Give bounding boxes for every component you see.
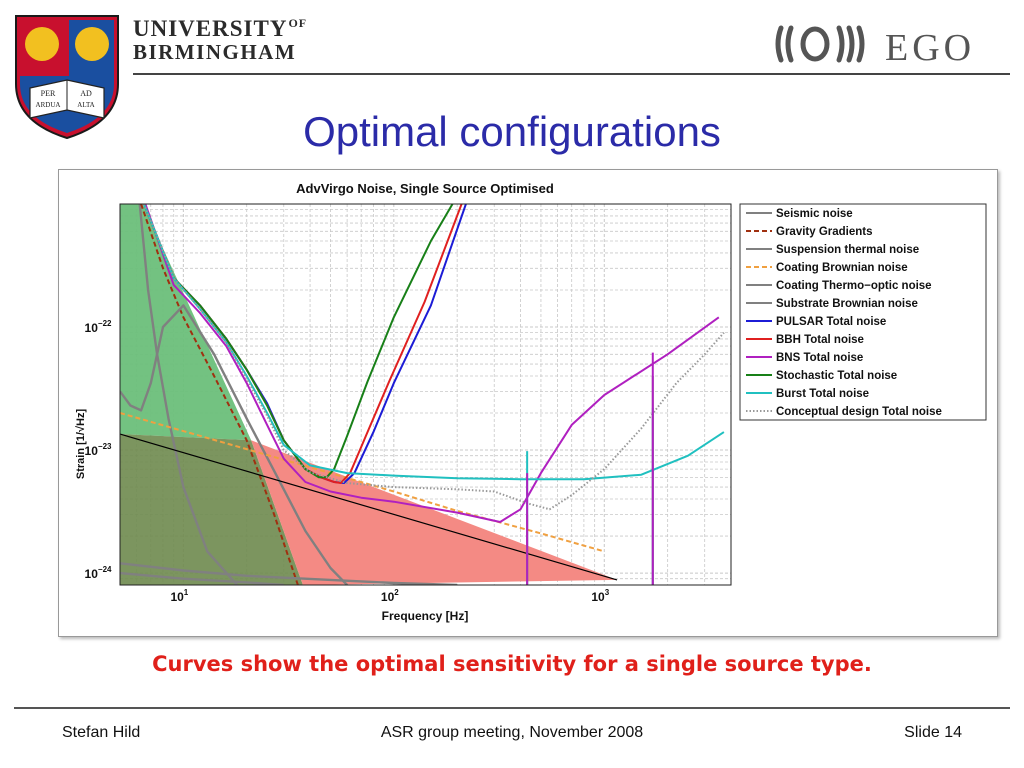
crest-motto-alta: ALTA bbox=[77, 101, 94, 109]
legend-label-11: Conceptual design Total noise bbox=[776, 406, 942, 418]
chart-legend: Seismic noise Gravity Gradients Suspension… bbox=[739, 203, 987, 421]
chart-title: AdvVirgo Noise, Single Source Optimised bbox=[296, 181, 554, 196]
crest-motto-per: PER bbox=[41, 89, 56, 98]
plot-frame bbox=[119, 203, 732, 586]
y-tick-label: 10−22 bbox=[85, 319, 112, 335]
legend-label-7: BBH Total noise bbox=[776, 334, 864, 346]
university-name: UNIVERSITY OF BIRMINGHAM bbox=[133, 17, 307, 63]
legend-label-9: Stochastic Total noise bbox=[776, 370, 897, 382]
crest-motto-ardua: ARDUA bbox=[36, 101, 61, 109]
header-divider bbox=[133, 73, 1010, 75]
legend-label-4: Coating Thermo−optic noise bbox=[776, 280, 932, 292]
legend-box bbox=[739, 203, 987, 421]
series-line-10 bbox=[143, 204, 725, 481]
chart-figure: AdvVirgo Noise, Single Source Optimised … bbox=[58, 169, 998, 637]
chart-xlabel: Frequency [Hz] bbox=[382, 609, 469, 623]
x-tick-label: 103 bbox=[591, 588, 609, 604]
noise-chart: AdvVirgo Noise, Single Source Optimised … bbox=[75, 181, 987, 623]
crest-motto-ad: AD bbox=[80, 89, 92, 98]
legend-label-6: PULSAR Total noise bbox=[776, 316, 886, 328]
ego-logo-text: EGO bbox=[885, 27, 975, 68]
footer-slide-number: Slide 14 bbox=[904, 724, 962, 741]
green-region-lower bbox=[120, 434, 303, 585]
legend-label-3: Coating Brownian noise bbox=[776, 262, 908, 274]
legend-label-1: Gravity Gradients bbox=[776, 226, 873, 238]
slide-caption: Curves show the optimal sensitivity for … bbox=[152, 652, 872, 676]
series-line-8 bbox=[144, 204, 720, 523]
footer-divider bbox=[14, 707, 1010, 709]
x-tick-label: 101 bbox=[170, 588, 188, 604]
footer-author: Stefan Hild bbox=[62, 724, 141, 741]
red-region bbox=[251, 440, 618, 585]
series-line-5 bbox=[120, 571, 284, 585]
slide-title: Optimal configurations bbox=[303, 108, 721, 155]
legend-label-2: Suspension thermal noise bbox=[776, 244, 919, 256]
y-tick-label: 10−24 bbox=[85, 565, 112, 581]
university-crest-logo: PER AD ARDUA ALTA bbox=[15, 15, 119, 140]
ego-logo: EGO bbox=[775, 25, 975, 68]
legend-label-5: Substrate Brownian noise bbox=[776, 298, 918, 310]
legend-label-10: Burst Total noise bbox=[776, 388, 869, 400]
university-name-of: OF bbox=[288, 16, 308, 30]
series-line-9 bbox=[143, 204, 454, 479]
series-line-0 bbox=[138, 204, 238, 585]
series-line-4 bbox=[120, 562, 458, 585]
series-line-2 bbox=[120, 304, 348, 585]
university-name-line2: BIRMINGHAM bbox=[133, 40, 297, 64]
series-line-1 bbox=[140, 204, 299, 585]
university-name-line1: UNIVERSITY bbox=[133, 16, 288, 41]
y-tick-label: 10−23 bbox=[85, 442, 112, 458]
green-region bbox=[120, 204, 252, 441]
x-tick-label: 102 bbox=[381, 588, 399, 604]
legend-label-0: Seismic noise bbox=[776, 208, 853, 220]
legend-label-8: BNS Total noise bbox=[776, 352, 863, 364]
chart-ylabel: Strain [1/√Hz] bbox=[75, 409, 87, 480]
shot-noise-line bbox=[120, 433, 618, 581]
series-line-3 bbox=[120, 412, 605, 553]
footer-event: ASR group meeting, November 2008 bbox=[380, 724, 644, 741]
